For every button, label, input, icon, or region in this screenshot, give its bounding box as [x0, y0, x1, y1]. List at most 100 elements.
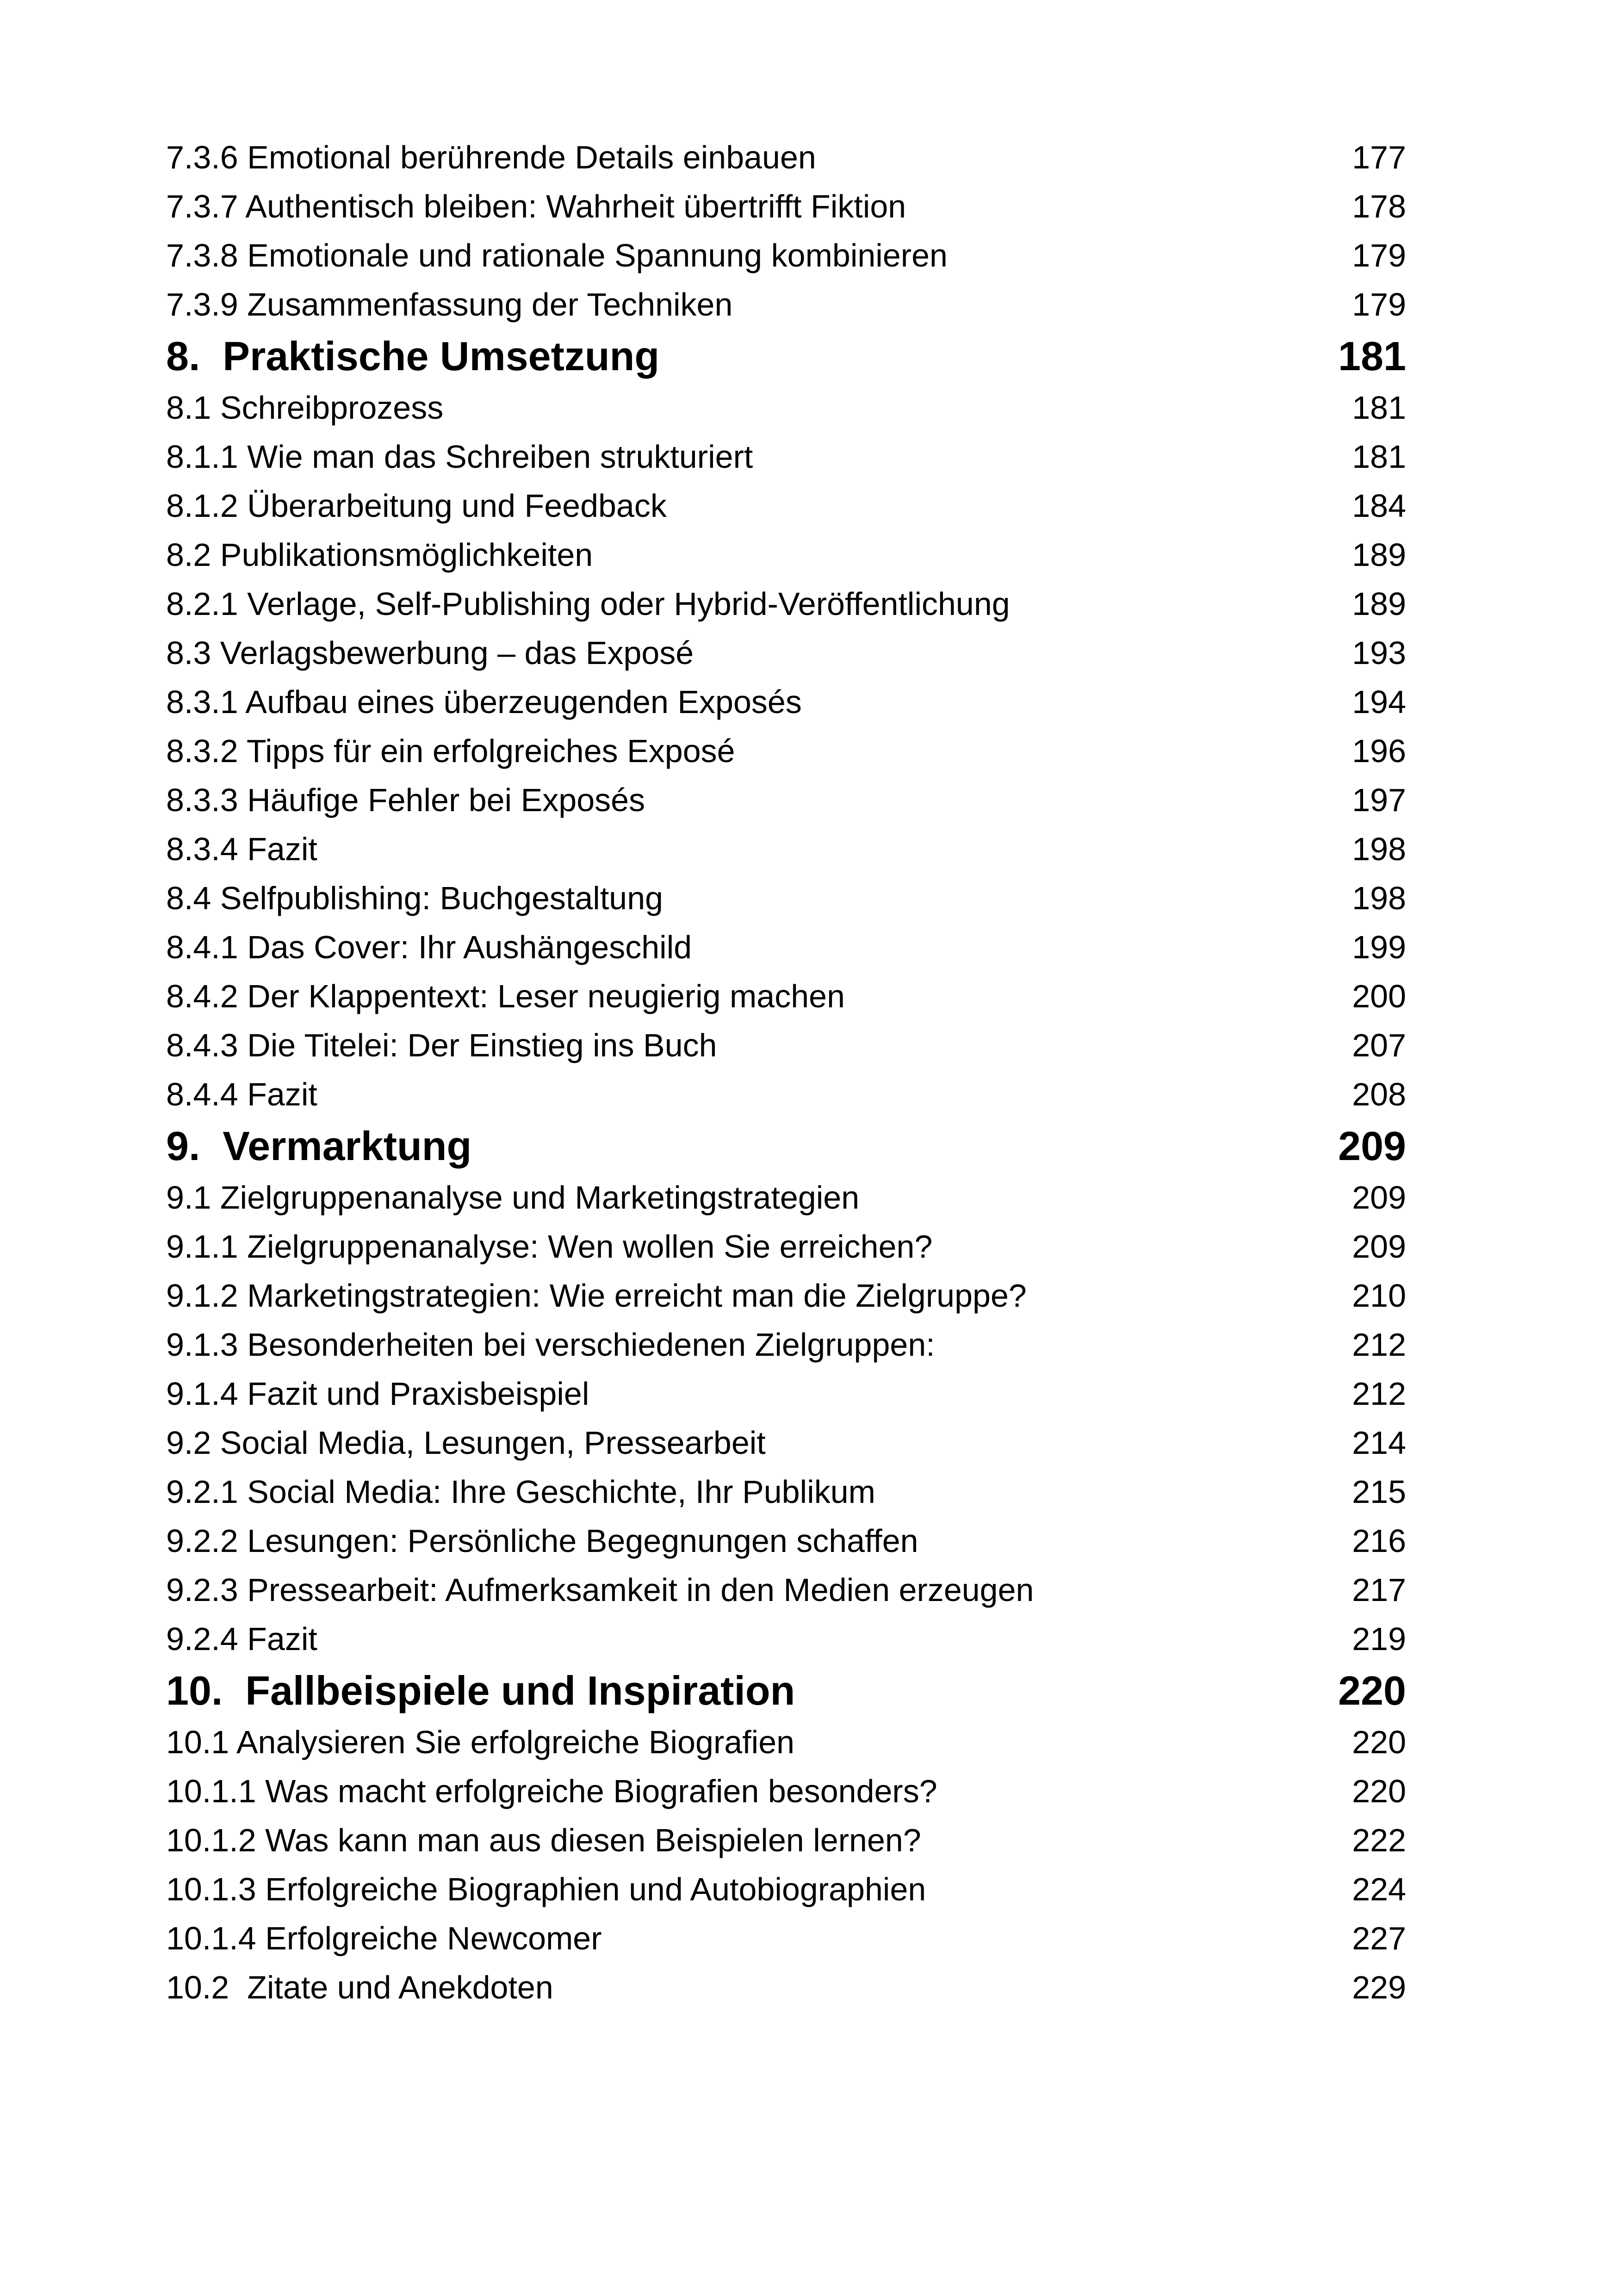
toc-entry-title: 8.4 Selfpublishing: Buchgestaltung	[166, 880, 663, 916]
toc-entry: 9.1.1 Zielgruppenanalyse: Wen wollen Sie…	[166, 1222, 1406, 1271]
toc-entry: 7.3.7 Authentisch bleiben: Wahrheit über…	[166, 182, 1406, 231]
toc-entry-title: 8.4.3 Die Titelei: Der Einstieg ins Buch	[166, 1027, 717, 1063]
toc-entry: 10.1.4 Erfolgreiche Newcomer 227	[166, 1914, 1406, 1963]
toc-entry-title: 9.1.4 Fazit und Praxisbeispiel	[166, 1376, 589, 1412]
toc-chapter-heading: 8. Praktische Umsetzung 181	[166, 329, 1406, 383]
toc-entry-title: 9.2.4 Fazit	[166, 1621, 317, 1657]
toc-entry-title: 8.2.1 Verlage, Self-Publishing oder Hybr…	[166, 586, 1010, 622]
toc-entry: 9.2 Social Media, Lesungen, Pressearbeit…	[166, 1418, 1406, 1467]
toc-entry-title: 8.1.2 Überarbeitung und Feedback	[166, 488, 667, 524]
toc-entry-title: 8.1.1 Wie man das Schreiben strukturiert	[166, 439, 753, 475]
toc-entry-page-number: 216	[1352, 1523, 1406, 1559]
toc-entry-page-number: 179	[1352, 237, 1406, 273]
toc-entry-title: 8.3.1 Aufbau eines überzeugenden Exposés	[166, 684, 802, 720]
toc-entry-page-number: 217	[1352, 1572, 1406, 1608]
toc-chapter-heading: 10. Fallbeispiele und Inspiration 220	[166, 1663, 1406, 1718]
toc-entry-title: 9.2.3 Pressearbeit: Aufmerksamkeit in de…	[166, 1572, 1034, 1608]
toc-entry-title: 9.2.2 Lesungen: Persönliche Begegnungen …	[166, 1523, 918, 1559]
toc-entry-title: 8.1 Schreibprozess	[166, 390, 444, 426]
toc-entry: 8.3.2 Tipps für ein erfolgreiches Exposé…	[166, 726, 1406, 776]
toc-entry: 10.1.3 Erfolgreiche Biographien und Auto…	[166, 1865, 1406, 1914]
toc-entry-page-number: 193	[1352, 635, 1406, 671]
toc-entry-page-number: 177	[1352, 139, 1406, 175]
toc-entry-title: 10.1.3 Erfolgreiche Biographien und Auto…	[166, 1871, 926, 1907]
toc-entry-title: 10.2 Zitate und Anekdoten	[166, 1969, 553, 2005]
toc-entry: 9.1.2 Marketingstrategien: Wie erreicht …	[166, 1271, 1406, 1320]
toc-entry: 9.2.4 Fazit 219	[166, 1614, 1406, 1663]
toc-entry: 9.1.4 Fazit und Praxisbeispiel 212	[166, 1369, 1406, 1418]
toc-entry-title: 7.3.7 Authentisch bleiben: Wahrheit über…	[166, 188, 906, 224]
toc-entry-page-number: 222	[1352, 1822, 1406, 1858]
toc-entry-page-number: 215	[1352, 1474, 1406, 1510]
toc-entry: 7.3.9 Zusammenfassung der Techniken 179	[166, 280, 1406, 329]
toc-entry: 9.2.2 Lesungen: Persönliche Begegnungen …	[166, 1516, 1406, 1565]
toc-entry-page-number: 229	[1352, 1969, 1406, 2005]
toc-entry-page-number: 197	[1352, 782, 1406, 818]
toc-entry-title: 8.2 Publikationsmöglichkeiten	[166, 537, 593, 573]
toc-entry-page-number: 199	[1352, 929, 1406, 965]
toc-entry-title: 9.2.1 Social Media: Ihre Geschichte, Ihr…	[166, 1474, 875, 1510]
toc-entry-title: 10.1.2 Was kann man aus diesen Beispiele…	[166, 1822, 921, 1858]
toc-entry-page-number: 200	[1352, 978, 1406, 1014]
toc-entry: 8.3.3 Häufige Fehler bei Exposés 197	[166, 776, 1406, 825]
toc-entry: 8.4.4 Fazit 208	[166, 1070, 1406, 1119]
toc-entry-page-number: 207	[1352, 1027, 1406, 1063]
toc-entry-page-number: 212	[1352, 1376, 1406, 1412]
toc-entry-title: 9.1.2 Marketingstrategien: Wie erreicht …	[166, 1278, 1027, 1314]
toc-entry: 8.4.2 Der Klappentext: Leser neugierig m…	[166, 972, 1406, 1021]
toc-entry-page-number: 227	[1352, 1920, 1406, 1956]
toc-entry-title: 7.3.8 Emotionale und rationale Spannung …	[166, 237, 948, 273]
toc-chapter-heading: 9. Vermarktung 209	[166, 1119, 1406, 1173]
toc-entry-title: 9.1.3 Besonderheiten bei verschiedenen Z…	[166, 1327, 935, 1363]
table-of-contents: 7.3.6 Emotional berührende Details einba…	[166, 133, 1406, 2012]
toc-entry-page-number: 220	[1352, 1773, 1406, 1809]
toc-entry-title: 10.1.4 Erfolgreiche Newcomer	[166, 1920, 602, 1956]
toc-entry: 7.3.8 Emotionale und rationale Spannung …	[166, 231, 1406, 280]
toc-entry: 8.4.3 Die Titelei: Der Einstieg ins Buch…	[166, 1021, 1406, 1070]
toc-entry-title: 8.4.4 Fazit	[166, 1076, 317, 1112]
toc-entry: 8.2.1 Verlage, Self-Publishing oder Hybr…	[166, 579, 1406, 628]
toc-entry-title: 10.1 Analysieren Sie erfolgreiche Biogra…	[166, 1724, 795, 1760]
toc-entry: 8.3.1 Aufbau eines überzeugenden Exposés…	[166, 677, 1406, 726]
toc-entry-page-number: 209	[1352, 1229, 1406, 1265]
toc-entry: 7.3.6 Emotional berührende Details einba…	[166, 133, 1406, 182]
toc-entry-page-number: 224	[1352, 1871, 1406, 1907]
toc-entry-page-number: 209	[1352, 1179, 1406, 1216]
toc-entry-page-number: 198	[1352, 831, 1406, 867]
toc-entry-title: 9.1.1 Zielgruppenanalyse: Wen wollen Sie…	[166, 1229, 933, 1265]
toc-entry: 8.1.1 Wie man das Schreiben strukturiert…	[166, 432, 1406, 481]
toc-entry-page-number: 198	[1352, 880, 1406, 916]
toc-entry: 10.2 Zitate und Anekdoten 229	[166, 1963, 1406, 2012]
toc-entry: 8.4 Selfpublishing: Buchgestaltung 198	[166, 874, 1406, 923]
toc-entry-title: 8.3.4 Fazit	[166, 831, 317, 867]
toc-entry-title: 10. Fallbeispiele und Inspiration	[166, 1667, 795, 1713]
toc-entry-page-number: 214	[1352, 1425, 1406, 1461]
toc-entry: 10.1.1 Was macht erfolgreiche Biografien…	[166, 1767, 1406, 1816]
toc-entry: 8.1.2 Überarbeitung und Feedback 184	[166, 481, 1406, 530]
toc-entry-page-number: 220	[1338, 1667, 1406, 1713]
toc-entry-title: 7.3.9 Zusammenfassung der Techniken	[166, 286, 733, 323]
toc-entry-page-number: 181	[1352, 439, 1406, 475]
toc-entry-page-number: 212	[1352, 1327, 1406, 1363]
toc-entry: 10.1 Analysieren Sie erfolgreiche Biogra…	[166, 1718, 1406, 1767]
toc-entry: 9.2.3 Pressearbeit: Aufmerksamkeit in de…	[166, 1565, 1406, 1614]
toc-entry-page-number: 181	[1338, 333, 1406, 379]
toc-entry: 8.3.4 Fazit 198	[166, 825, 1406, 874]
toc-entry-page-number: 220	[1352, 1724, 1406, 1760]
toc-entry-page-number: 178	[1352, 188, 1406, 224]
toc-entry-page-number: 209	[1338, 1123, 1406, 1169]
toc-entry-page-number: 189	[1352, 537, 1406, 573]
toc-entry: 9.1 Zielgruppenanalyse und Marketingstra…	[166, 1173, 1406, 1222]
toc-entry: 9.2.1 Social Media: Ihre Geschichte, Ihr…	[166, 1467, 1406, 1516]
toc-entry-title: 8.3 Verlagsbewerbung – das Exposé	[166, 635, 694, 671]
toc-entry-title: 8.3.3 Häufige Fehler bei Exposés	[166, 782, 645, 818]
toc-entry-page-number: 181	[1352, 390, 1406, 426]
toc-entry: 8.2 Publikationsmöglichkeiten 189	[166, 530, 1406, 579]
toc-entry-title: 8.3.2 Tipps für ein erfolgreiches Exposé	[166, 733, 735, 769]
toc-entry-page-number: 179	[1352, 286, 1406, 323]
toc-entry: 10.1.2 Was kann man aus diesen Beispiele…	[166, 1816, 1406, 1865]
toc-entry-title: 8.4.2 Der Klappentext: Leser neugierig m…	[166, 978, 845, 1014]
toc-entry-page-number: 210	[1352, 1278, 1406, 1314]
toc-entry-title: 9.1 Zielgruppenanalyse und Marketingstra…	[166, 1179, 860, 1216]
toc-entry: 8.3 Verlagsbewerbung – das Exposé 193	[166, 628, 1406, 677]
